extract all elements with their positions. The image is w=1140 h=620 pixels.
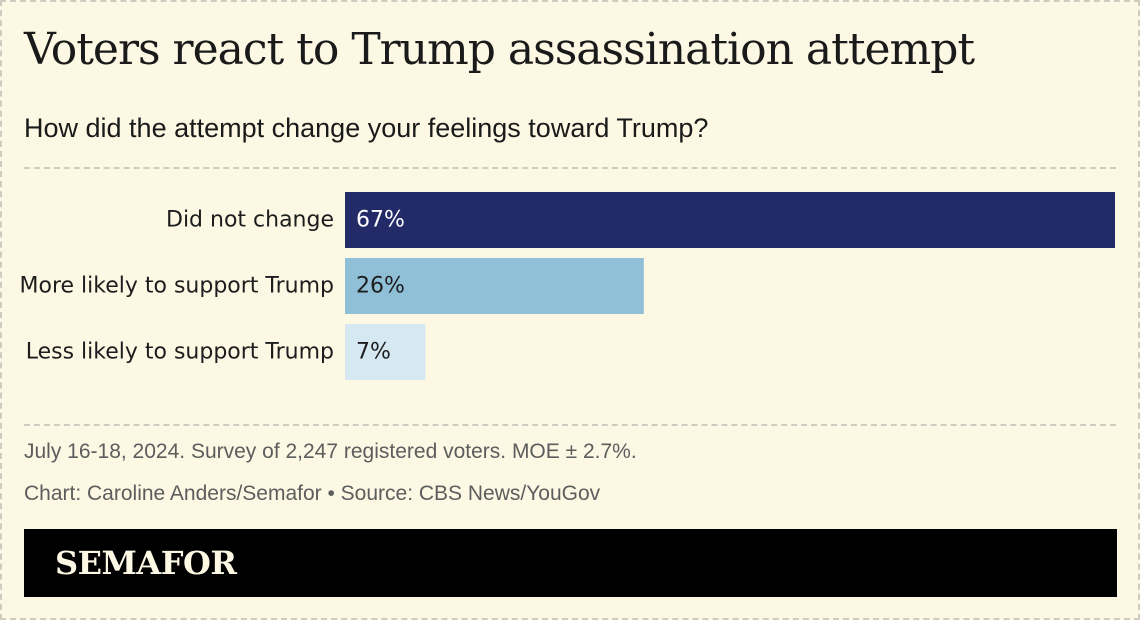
value-label-3: 7% xyxy=(356,340,391,365)
chart-subtitle: How did the attempt change your feelings… xyxy=(24,113,709,143)
bar-1 xyxy=(345,192,1115,248)
survey-note: July 16-18, 2024. Survey of 2,247 regist… xyxy=(24,440,637,463)
semafor-logo: SEMAFOR xyxy=(55,544,237,582)
divider-bottom xyxy=(24,424,1116,426)
category-label-1: Did not change xyxy=(166,208,334,233)
value-label-1: 67% xyxy=(356,208,405,233)
bar-3 xyxy=(345,324,426,380)
source-credit: Chart: Caroline Anders/Semafor • Source:… xyxy=(24,482,601,505)
bar-2 xyxy=(345,258,644,314)
category-label-3: Less likely to support Trump xyxy=(26,340,334,365)
footer-bar: SEMAFOR xyxy=(24,529,1117,597)
value-label-2: 26% xyxy=(356,274,405,299)
category-label-2: More likely to support Trump xyxy=(20,274,335,299)
chart-title: Voters react to Trump assassination atte… xyxy=(24,24,975,75)
divider-top xyxy=(24,167,1116,169)
